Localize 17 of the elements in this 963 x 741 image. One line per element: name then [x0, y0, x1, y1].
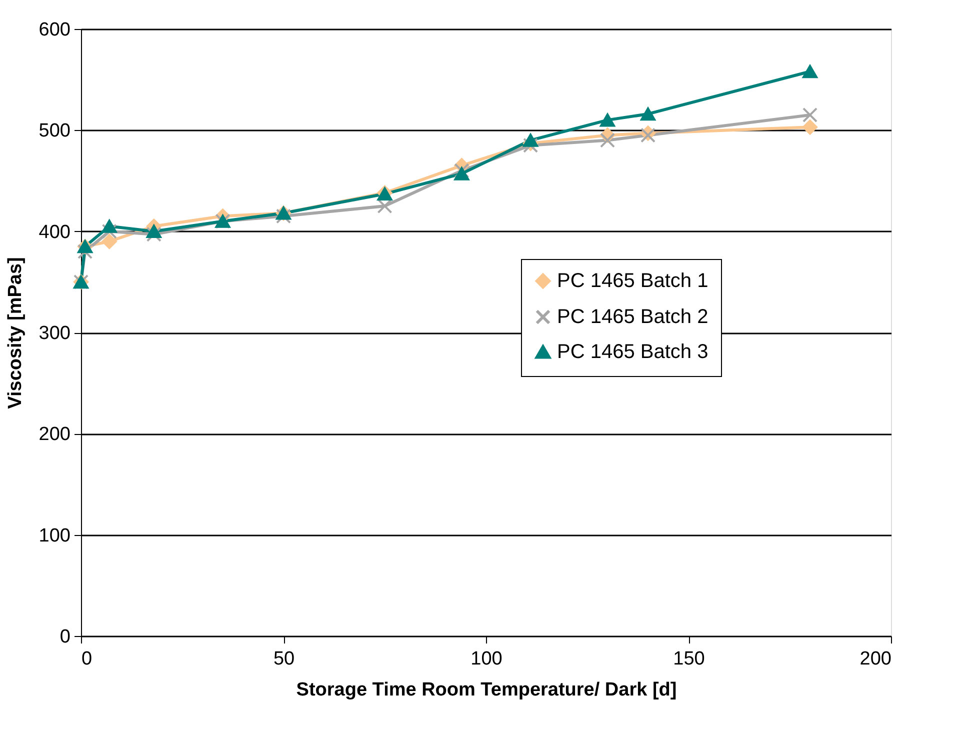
x-tick-label: 50 [273, 648, 295, 670]
legend-label: PC 1465 Batch 3 [557, 341, 708, 363]
x-tick-label: 100 [470, 648, 502, 670]
y-tick-label: 200 [38, 424, 70, 446]
legend-label: PC 1465 Batch 1 [557, 270, 708, 292]
y-tick-label: 300 [38, 323, 70, 344]
x-axis-title: Storage Time Room Temperature/ Dark [d] [296, 680, 677, 700]
x-tick-label: 0 [82, 648, 92, 670]
x-tick-label: 200 [860, 648, 892, 670]
y-tick-label: 100 [38, 525, 70, 546]
x-tick-label: 150 [673, 648, 705, 670]
legend-label: PC 1465 Batch 2 [557, 306, 708, 328]
y-axis-title: Viscosity [mPas] [4, 257, 26, 409]
y-tick-label: 0 [60, 626, 70, 648]
y-tick-label: 600 [38, 20, 70, 40]
y-tick-label: 400 [38, 222, 70, 243]
y-tick-label: 500 [38, 120, 70, 142]
